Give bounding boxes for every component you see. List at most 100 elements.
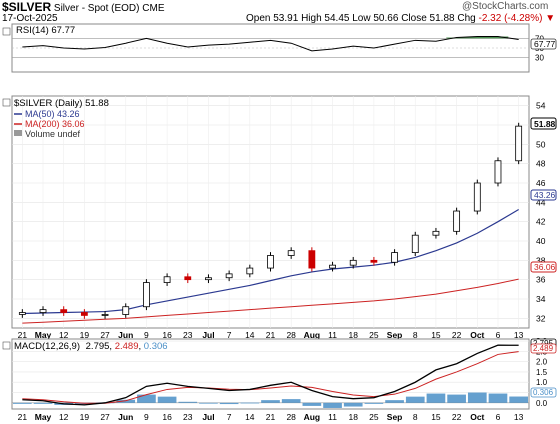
chart-title: $SILVER Silver - Spot (EOD) CME	[2, 1, 165, 15]
price-x-tick-label: May	[35, 330, 52, 340]
ma200-legend: MA(200) 36.06	[25, 119, 85, 129]
price-x-tick-label: 8	[413, 330, 418, 340]
macd-x-tick-label: 7	[227, 412, 232, 422]
macd-legend-swatch	[2, 341, 11, 350]
macd-hist-bar	[447, 394, 466, 403]
macd-x-tick-label: Oct	[470, 412, 484, 422]
price-x-tick-label: Oct	[470, 330, 484, 340]
macd-y-tick-label: 1.5	[536, 368, 548, 377]
macd-legend: MACD(12,26,9) 2.795, 2.489, 0.306	[14, 341, 168, 352]
price-x-tick-label: 13	[514, 330, 524, 340]
candle-body	[494, 160, 502, 184]
macd-hist-bar	[33, 402, 53, 404]
price-x-tick-label: 12	[59, 330, 69, 340]
price-legend-swatch	[2, 98, 11, 107]
chg-down-arrow-icon: ▼	[545, 13, 556, 24]
macd-hist-bar	[240, 402, 260, 404]
price-legend: $SILVER (Daily) 51.88	[14, 98, 109, 109]
price-y-tick-label: 44	[536, 197, 546, 207]
ma50-legend: MA(50) 43.26	[25, 109, 80, 119]
rsi-value-tag	[530, 38, 557, 50]
price-x-tick-label: 9	[144, 330, 149, 340]
ma200-tag-text: 36.06	[534, 262, 556, 272]
macd-x-tick-label: 22	[452, 412, 462, 422]
macd-x-tick-label: 27	[100, 412, 110, 422]
close-value: 51.88	[429, 13, 455, 24]
signal-tag	[530, 343, 557, 354]
rsi-legend: RSI(14) 67.77	[16, 25, 75, 36]
candle-body	[515, 125, 523, 162]
rsi-legend-swatch	[2, 27, 11, 36]
macd-hist-bar	[116, 399, 136, 403]
macd-x-tick-label: 9	[144, 412, 149, 422]
price-x-tick-label: 23	[183, 330, 193, 340]
macd-tag-text: 2.795	[533, 339, 554, 348]
macd-x-tick-label: 14	[245, 412, 255, 422]
candle-body	[101, 314, 109, 316]
price-y-tick-label: 54	[536, 101, 546, 111]
macd-hist-bar	[426, 393, 446, 403]
candle-body	[287, 250, 295, 256]
candle-body	[370, 259, 378, 263]
ma50-tag	[530, 189, 557, 201]
macd-x-tick-label: 21	[266, 412, 276, 422]
price-y-tick-label: 34	[536, 294, 546, 304]
macd-x-tick-label: May	[35, 412, 52, 422]
price-x-tick-label: 16	[162, 330, 172, 340]
candle-body	[184, 276, 192, 281]
ohlc-readout: Open 53.91 High 54.45 Low 50.66 Close 51…	[246, 13, 555, 25]
macd-x-tick-label: Jun	[118, 412, 133, 422]
watermark: @StockCharts.com	[462, 1, 549, 12]
high-value: 54.45	[324, 13, 350, 24]
symbol: $SILVER	[2, 0, 52, 14]
price-x-tick-label: 25	[369, 330, 379, 340]
macd-hist-bar	[157, 396, 177, 403]
ma200-line	[22, 278, 519, 324]
candle-body	[246, 267, 254, 275]
macd-hist-bar	[261, 400, 280, 403]
macd-x-tick-label: 6	[496, 412, 501, 422]
chg-value: -2.32 (-4.28%)	[478, 13, 543, 24]
macd-hist-bar	[364, 402, 384, 404]
candle-body	[349, 259, 357, 266]
macd-hist-bar	[323, 402, 342, 408]
macd-hist-bar	[13, 402, 32, 404]
price-x-tick-label: 11	[328, 330, 337, 340]
hist-tag	[530, 387, 557, 398]
open-value: 53.91	[273, 13, 299, 24]
macd-hist-bar	[281, 399, 301, 403]
price-x-tick-label: 6	[496, 330, 501, 340]
price-x-tick-label: 15	[431, 330, 441, 340]
candle-body	[225, 273, 233, 279]
macd-x-tick-label: 16	[162, 412, 172, 422]
macd-hist-bar	[302, 402, 322, 406]
price-x-tick-label: Aug	[304, 330, 321, 340]
macd-hist-bar	[343, 402, 363, 407]
macd-legend-signal: 2.489	[115, 341, 139, 352]
price-x-tick-label: Jun	[118, 330, 133, 340]
price-candles	[18, 122, 523, 319]
open-label: Open	[246, 13, 271, 24]
macd-x-tick-label: 25	[369, 412, 379, 422]
price-x-tick-label: 21	[266, 330, 276, 340]
price-x-tick-label: 22	[452, 330, 462, 340]
price-x-tick-label: 14	[245, 330, 255, 340]
volume-legend-swatch	[14, 130, 22, 136]
candle-body	[60, 309, 68, 313]
price-panel: 545250484644424038363432 $SILVER (Daily)…	[2, 95, 557, 329]
macd-x-tick-label: 12	[59, 412, 69, 422]
price-y-tick-label: 46	[536, 178, 546, 188]
macd-x-tick-label: 23	[183, 412, 193, 422]
candle-body	[391, 252, 398, 263]
instrument-name: Silver - Spot (EOD)	[53, 3, 140, 14]
price-y-tick-label: 40	[536, 236, 546, 246]
candle-body	[411, 234, 419, 253]
price-y-tick-label: 42	[536, 217, 546, 227]
price-x-tick-label: 28	[286, 330, 296, 340]
candle-body	[308, 250, 316, 269]
candle-body	[473, 182, 481, 212]
rsi-panel: RSI(14) 67.77 705030 67.77	[2, 23, 557, 73]
macd-hist-bar	[178, 401, 198, 403]
macd-hist-bar	[509, 396, 528, 403]
